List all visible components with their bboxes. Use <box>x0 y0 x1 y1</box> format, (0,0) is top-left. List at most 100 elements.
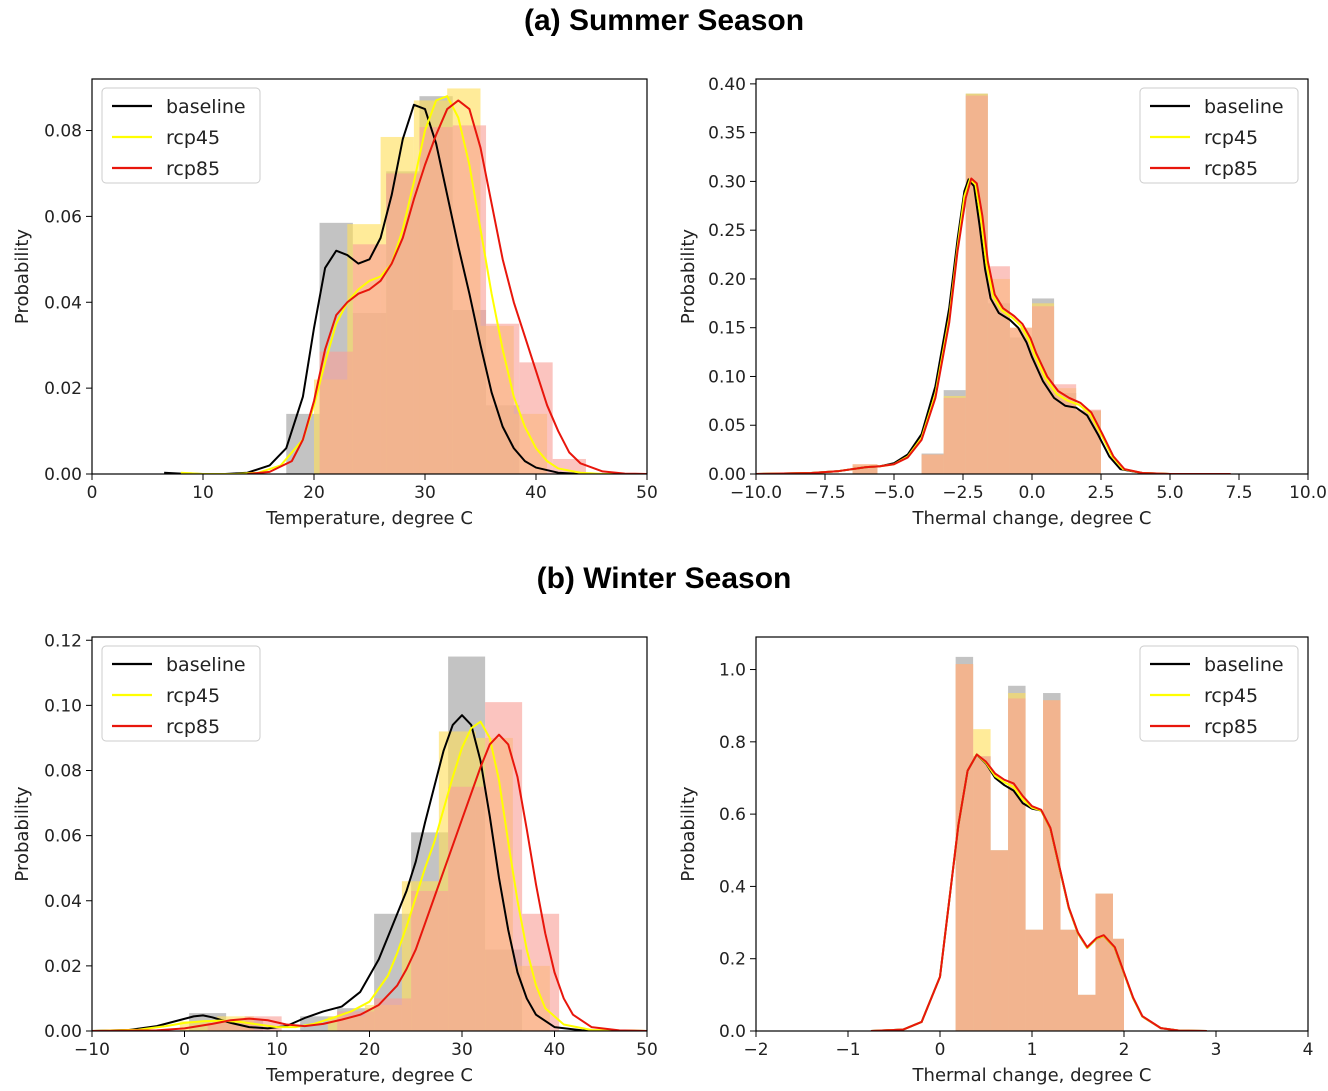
winter-temperature-rcp45-kde-line <box>92 720 647 1031</box>
summer-temperature-x-tick-label: 30 <box>414 483 436 503</box>
summer-temperature-x-axis-label: Temperature, degree C <box>265 508 473 529</box>
winter-temperature-y-tick-label: 0.12 <box>44 631 82 651</box>
winter-thermal-change-x-axis-label: Thermal change, degree C <box>912 1065 1152 1086</box>
winter-temperature-plot-area <box>92 656 647 1031</box>
winter-thermal-change-x-tick-label: 1 <box>1027 1040 1038 1060</box>
winter-thermal-change-rcp85-bar <box>1043 700 1061 1031</box>
summer-thermal-change-rcp85-bar <box>965 95 988 474</box>
winter-temperature-x-tick-label: 10 <box>266 1040 288 1060</box>
summer-temperature-legend-label-rcp85: rcp85 <box>166 158 220 180</box>
summer-thermal-change-x-tick-label: −10.0 <box>730 483 782 503</box>
summer-temperature-rcp85-bar <box>419 127 453 474</box>
winter-thermal-change-rcp85-bar <box>1095 893 1113 1031</box>
summer-thermal-change-legend-label-baseline: baseline <box>1204 96 1284 118</box>
winter-thermal-change-legend-label-rcp45: rcp45 <box>1204 685 1258 707</box>
winter-temperature-legend-label-rcp45: rcp45 <box>166 685 220 707</box>
winter-thermal-change-y-tick-label: 0.6 <box>719 805 746 825</box>
summer-temperature-plot-area <box>164 88 647 474</box>
summer-thermal-change-y-tick-label: 0.20 <box>708 270 746 290</box>
winter-thermal-change-y-tick-label: 0.4 <box>719 877 746 897</box>
summer-thermal-change-rcp85-bar <box>1032 306 1055 474</box>
winter-temperature-rcp85-bar <box>207 1022 245 1031</box>
summer-temperature-rcp85-bar <box>319 351 353 474</box>
winter-temperature-legend-label-baseline: baseline <box>166 654 246 676</box>
winter-thermal-change-y-axis-label: Probability <box>678 786 699 881</box>
summer-temperature-rcp85-bar <box>452 125 487 474</box>
summer-temperature-y-tick-label: 0.00 <box>44 465 82 485</box>
summer-thermal-change-rcp85-bar <box>987 266 1010 474</box>
summer-thermal-change-y-tick-label: 0.40 <box>708 75 746 95</box>
summer-thermal-change-legend-box <box>1139 87 1299 184</box>
winter-temperature-y-axis-label: Probability <box>12 786 33 881</box>
winter-temperature-y-tick-label: 0.10 <box>44 696 82 716</box>
winter-temperature-y-tick-label: 0.00 <box>44 1022 82 1042</box>
summer-thermal-change-x-tick-label: 10.0 <box>1289 483 1327 503</box>
summer-thermal-change-y-tick-label: 0.05 <box>708 416 746 436</box>
summer-thermal-change-rcp85-bar <box>943 397 966 474</box>
winter-thermal-change-x-tick-label: 2 <box>1119 1040 1130 1060</box>
summer-temperature-legend-box <box>101 87 261 184</box>
summer-thermal-change-rcp85-bar <box>921 454 944 474</box>
summer-temperature-panel: 0 10 20 30 40 50 0.00 0.02 0.04 0.06 0.08 Temperatu… <box>12 78 658 529</box>
summer-thermal-change-y-tick-label: 0.35 <box>708 124 746 144</box>
winter-temperature-rcp85-kde-line <box>92 733 647 1031</box>
winter-temperature-x-tick-label: 20 <box>359 1040 381 1060</box>
summer-temperature-y-tick-label: 0.02 <box>44 379 82 399</box>
winter-temperature-x-tick-label: −10 <box>74 1040 110 1060</box>
summer-thermal-change-baseline-kde-line <box>756 178 1226 474</box>
winter-thermal-change-rcp85-bar <box>1060 929 1078 1031</box>
winter-temperature-x-tick-label: 0 <box>179 1040 190 1060</box>
winter-thermal-change-rcp85-bar <box>955 664 974 1031</box>
winter-thermal-change-x-tick-label: −1 <box>835 1040 860 1060</box>
winter-temperature-x-tick-label: 40 <box>544 1040 566 1060</box>
winter-temperature-rcp85-bar <box>337 1011 375 1031</box>
winter-temperature-legend-label-rcp85: rcp85 <box>166 716 220 738</box>
summer-thermal-change-legend: baseline rcp45 rcp85 <box>1139 87 1299 184</box>
summer-thermal-change-rcp85-bar <box>1009 327 1032 474</box>
winter-thermal-change-rcp85-bar <box>1025 929 1044 1031</box>
summer-thermal-change-x-tick-label: 7.5 <box>1225 483 1252 503</box>
summer-temperature-y-axis-label: Probability <box>12 229 33 324</box>
summer-thermal-change-y-tick-label: 0.15 <box>708 319 746 339</box>
winter-temperature-x-axis-label: Temperature, degree C <box>265 1065 473 1086</box>
winter-thermal-change-rcp85-bar <box>973 756 991 1031</box>
summer-temperature-x-tick-label: 0 <box>87 483 98 503</box>
winter-thermal-change-legend-label-baseline: baseline <box>1204 654 1284 676</box>
summer-thermal-change-y-tick-label: 0.00 <box>708 465 746 485</box>
winter-temperature-y-tick-label: 0.08 <box>44 762 82 782</box>
winter-thermal-change-legend: baseline rcp45 rcp85 <box>1139 645 1299 742</box>
winter-temperature-rcp85-bar <box>411 890 449 1031</box>
winter-temperature-panel: −10 0 10 20 30 40 50 0.00 0.02 0.04 0.06 0.08 0.10 0.… <box>12 631 658 1086</box>
summer-temperature-rcp85-bar <box>386 173 420 474</box>
winter-thermal-change-x-tick-label: 3 <box>1211 1040 1222 1060</box>
winter-thermal-change-rcp85-kde-line <box>870 753 1207 1031</box>
summer-thermal-change-x-tick-label: −5.0 <box>873 483 914 503</box>
winter-thermal-change-y-tick-label: 0.2 <box>719 950 746 970</box>
summer-thermal-change-x-tick-label: 5.0 <box>1156 483 1183 503</box>
summer-thermal-change-y-tick-label: 0.30 <box>708 172 746 192</box>
winter-temperature-rcp85-bar <box>522 913 560 1031</box>
summer-thermal-change-plot-area <box>756 93 1231 474</box>
summer-thermal-change-rcp85-kde-line <box>756 177 1231 474</box>
winter-temperature-x-tick-label: 30 <box>451 1040 473 1060</box>
summer-thermal-change-x-tick-label: −7.5 <box>804 483 845 503</box>
winter-thermal-change-rcp85-bar <box>1008 698 1026 1031</box>
summer-temperature-y-tick-label: 0.08 <box>44 122 82 142</box>
winter-thermal-change-plot-area <box>870 656 1207 1031</box>
winter-temperature-y-tick-label: 0.06 <box>44 827 82 847</box>
winter-thermal-change-rcp85-bar <box>990 850 1009 1031</box>
summer-thermal-change-legend-label-rcp85: rcp85 <box>1204 158 1258 180</box>
winter-thermal-change-panel: −2 −1 0 1 2 3 4 0.0 0.2 0.4 0.6 0.8 1.0 Thermal chang… <box>678 636 1313 1086</box>
summer-thermal-change-y-tick-label: 0.25 <box>708 221 746 241</box>
summer-temperature-legend: baseline rcp45 rcp85 <box>101 87 261 184</box>
winter-temperature-y-tick-label: 0.04 <box>44 892 82 912</box>
summer-temperature-rcp85-bar <box>519 362 553 474</box>
winter-thermal-change-y-tick-label: 1.0 <box>719 661 746 681</box>
summer-temperature-legend-label-rcp45: rcp45 <box>166 127 220 149</box>
summer-temperature-y-tick-label: 0.04 <box>44 293 82 313</box>
winter-thermal-change-rcp85-bar <box>1078 994 1096 1031</box>
summer-temperature-rcp85-kde-line <box>247 99 647 474</box>
summer-temperature-rcp85-bar <box>352 244 387 474</box>
winter-thermal-change-y-tick-label: 0.8 <box>719 733 746 753</box>
